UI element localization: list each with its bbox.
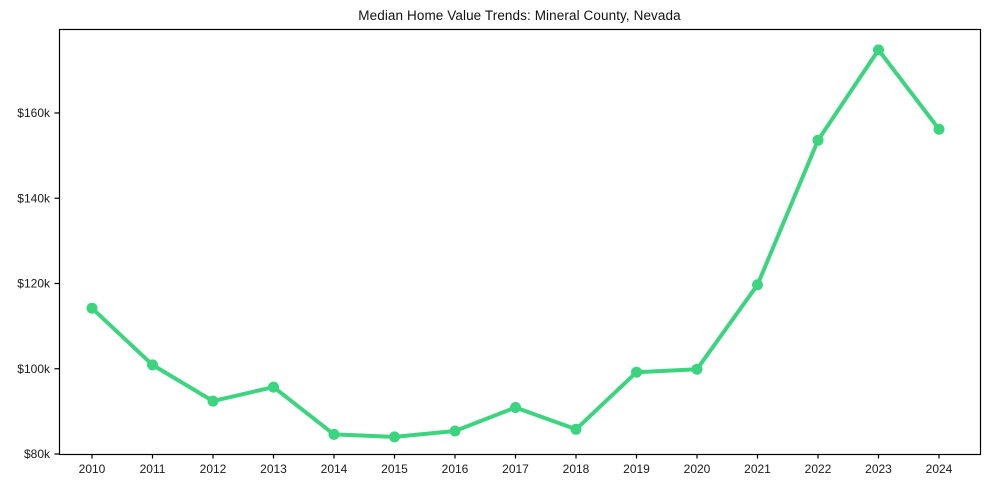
y-axis-tick-label: $120k <box>17 277 51 291</box>
data-point <box>147 359 158 371</box>
x-axis-tick-label: 2011 <box>140 462 166 476</box>
data-point <box>86 302 98 314</box>
data-point <box>812 134 824 146</box>
y-axis-tick-label: $140k <box>17 191 51 205</box>
x-axis-tick-label: 2017 <box>502 462 529 476</box>
data-point <box>570 423 582 435</box>
x-axis-tick-label: 2020 <box>684 462 711 476</box>
x-axis-tick-label: 2015 <box>381 462 408 476</box>
data-point <box>933 123 945 135</box>
plot-border <box>58 28 982 456</box>
data-point <box>328 428 340 440</box>
data-point <box>691 363 703 375</box>
y-axis-tick-label: $160k <box>17 106 51 120</box>
y-axis-tick-label: $80k <box>24 447 51 461</box>
x-axis-tick-label: 2019 <box>623 462 650 476</box>
x-axis-tick-label: 2013 <box>260 462 287 476</box>
x-axis-tick-label: 2024 <box>926 462 953 476</box>
data-point <box>207 395 219 407</box>
trend-line <box>90 47 941 439</box>
x-axis-tick-label: 2014 <box>321 462 348 476</box>
data-point <box>389 431 400 443</box>
x-axis-tick-label: 2016 <box>442 462 469 476</box>
x-axis-tick-label: 2022 <box>805 462 832 476</box>
data-point <box>510 402 521 413</box>
x-axis-tick-label: 2023 <box>865 462 892 476</box>
data-point <box>752 279 763 291</box>
data-point <box>873 44 884 56</box>
data-point <box>268 381 279 393</box>
chart-title: Median Home Value Trends: Mineral County… <box>358 8 681 23</box>
x-axis-tick-label: 2021 <box>744 462 771 476</box>
data-point <box>631 366 642 378</box>
x-axis-tick-label: 2010 <box>79 462 106 476</box>
y-axis-tick-label: $100k <box>17 362 51 376</box>
x-axis-tick-label: 2018 <box>563 462 590 476</box>
data-point <box>449 425 461 437</box>
x-axis-tick-label: 2012 <box>200 462 227 476</box>
